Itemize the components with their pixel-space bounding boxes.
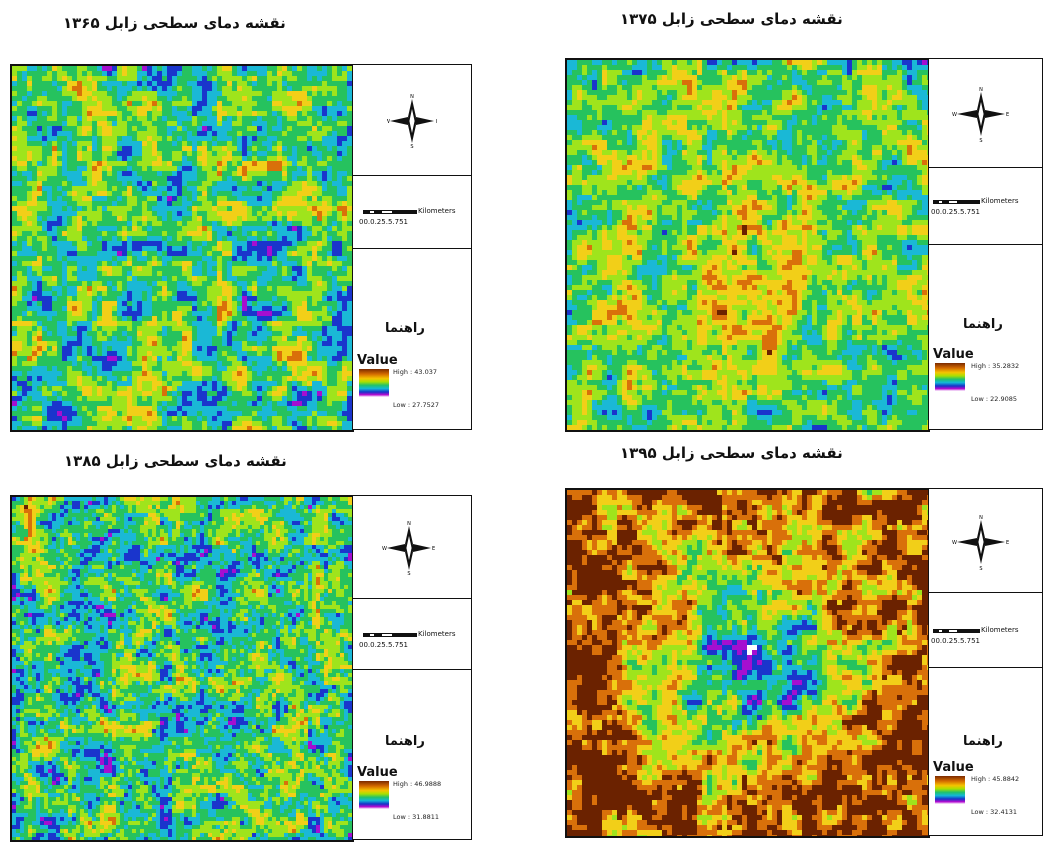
temperature-raster — [12, 66, 352, 430]
scale-box: Kilometers 00.0.25.5.751 — [353, 599, 471, 670]
bottom-coordinate-ticks — [565, 836, 926, 842]
north-arrow-box: N S E W — [353, 65, 471, 176]
scale-bar — [363, 210, 417, 214]
legend-low: Low : 32.4131 — [971, 808, 1017, 816]
legend-heading: راهنما — [963, 317, 1003, 332]
top-coordinate-ticks — [10, 487, 350, 495]
scale-numbers: 00.0.25.5.751 — [359, 218, 408, 226]
north-arrow-icon: N S E W — [382, 521, 435, 576]
scale-numbers: 00.0.25.5.751 — [359, 641, 408, 649]
scale-units: Kilometers — [981, 197, 1018, 205]
scale-bar — [933, 200, 980, 204]
legend-box: راهنما Value High : 46.9888 Low : 31.881… — [353, 670, 471, 839]
top-coordinate-ticks — [565, 49, 926, 57]
scale-units: Kilometers — [418, 207, 455, 215]
bottom-coordinate-ticks — [565, 431, 926, 437]
legend-box: راهنما Value High : 35.2832 Low : 22.908… — [929, 245, 1042, 429]
scale-box: Kilometers 00.0.25.5.751 — [929, 593, 1042, 668]
scale-numbers: 00.0.25.5.751 — [931, 208, 980, 216]
top-coordinate-ticks — [10, 56, 350, 64]
temperature-raster — [12, 497, 352, 840]
legend-high: High : 35.2832 — [971, 362, 1019, 370]
color-ramp — [935, 776, 965, 804]
temperature-raster — [567, 490, 928, 836]
temperature-map — [565, 58, 930, 432]
legend-low: Low : 27.7527 — [393, 401, 439, 409]
north-arrow-icon: N S E W — [952, 87, 1009, 143]
north-arrow-icon: N S E W — [952, 515, 1009, 571]
legend-heading: راهنما — [385, 321, 425, 336]
map-title: نقشه دمای سطحی زابل ۱۳۶۵ — [63, 14, 286, 32]
legend-value-label: Value — [357, 353, 398, 368]
map-sidebar: N S E W Kilometers 00.0.25.5.751 راهنما … — [352, 495, 472, 840]
map-title: نقشه دمای سطحی زابل ۱۳۸۵ — [64, 452, 287, 470]
scale-units: Kilometers — [418, 630, 455, 638]
color-ramp — [359, 369, 389, 397]
color-ramp — [935, 363, 965, 391]
map-title: نقشه دمای سطحی زابل ۱۳۹۵ — [620, 444, 843, 462]
legend-value-label: Value — [933, 760, 974, 775]
legend-box: راهنما Value High : 45.8842 Low : 32.413… — [929, 668, 1042, 835]
scale-box: Kilometers 00.0.25.5.751 — [353, 176, 471, 249]
map-sidebar: N S E W Kilometers 00.0.25.5.751 راهنما … — [928, 58, 1043, 430]
map-sidebar: N S E W Kilometers 00.0.25.5.751 راهنما … — [352, 64, 472, 430]
legend-heading: راهنما — [385, 734, 425, 749]
temperature-map — [10, 64, 354, 432]
bottom-coordinate-ticks — [10, 431, 350, 437]
top-coordinate-ticks — [565, 480, 926, 488]
scale-box: Kilometers 00.0.25.5.751 — [929, 168, 1042, 245]
scale-bar — [363, 633, 417, 637]
legend-box: راهنما Value High : 43.037 Low : 27.7527 — [353, 249, 471, 429]
legend-high: High : 46.9888 — [393, 780, 441, 788]
north-arrow-box: N S E W — [929, 59, 1042, 168]
scale-bar — [933, 629, 980, 633]
scale-numbers: 00.0.25.5.751 — [931, 637, 980, 645]
legend-value-label: Value — [933, 347, 974, 362]
scale-units: Kilometers — [981, 626, 1018, 634]
color-ramp — [359, 781, 389, 809]
temperature-raster — [567, 60, 928, 430]
north-arrow-icon: N S E W — [387, 94, 437, 149]
temperature-map — [10, 495, 354, 842]
north-arrow-box: N S E W — [929, 489, 1042, 593]
north-arrow-box: N S E W — [353, 496, 471, 599]
legend-value-label: Value — [357, 765, 398, 780]
map-sidebar: N S E W Kilometers 00.0.25.5.751 راهنما … — [928, 488, 1043, 836]
legend-high: High : 43.037 — [393, 368, 437, 376]
temperature-map — [565, 488, 930, 838]
legend-low: Low : 31.8811 — [393, 813, 439, 821]
legend-low: Low : 22.9085 — [971, 395, 1017, 403]
legend-heading: راهنما — [963, 734, 1003, 749]
legend-high: High : 45.8842 — [971, 775, 1019, 783]
map-title: نقشه دمای سطحی زابل ۱۳۷۵ — [620, 10, 843, 28]
